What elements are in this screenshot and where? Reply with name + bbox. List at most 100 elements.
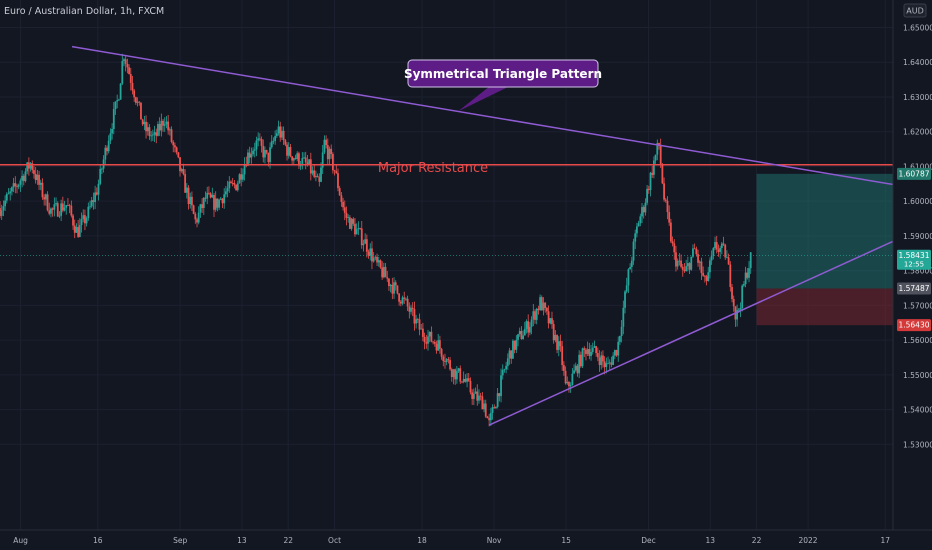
candle — [498, 392, 501, 402]
price-tick-label: 1.58000 — [903, 267, 932, 276]
candle-body — [593, 346, 596, 348]
candle — [97, 179, 100, 201]
candle — [72, 213, 74, 230]
drawing-lines[interactable] — [0, 45, 932, 426]
candle — [702, 266, 705, 277]
candle-body — [99, 168, 102, 184]
candle — [731, 284, 733, 303]
candle — [432, 341, 434, 345]
candle — [641, 202, 643, 224]
candle — [467, 373, 470, 382]
candle-body — [715, 242, 718, 250]
candle — [320, 162, 322, 183]
candle-body — [274, 136, 277, 141]
candle — [107, 135, 110, 154]
candle — [435, 340, 438, 354]
candle — [354, 218, 356, 237]
candle — [483, 399, 485, 413]
candle-body — [250, 154, 253, 158]
candle-body — [459, 368, 462, 382]
candle — [24, 168, 27, 183]
candle — [345, 206, 348, 226]
candle-body — [717, 249, 720, 252]
candle-body — [235, 184, 237, 191]
candle-body — [483, 403, 485, 410]
position-zones[interactable] — [756, 173, 917, 326]
candle — [602, 350, 604, 368]
candle-body — [573, 370, 575, 374]
candle — [707, 266, 710, 282]
candle — [211, 187, 214, 198]
candle-body — [542, 302, 545, 311]
candle-body — [191, 196, 193, 206]
candle — [612, 352, 615, 366]
symbol-title[interactable]: Euro / Australian Dollar, 1h, FXCM — [4, 6, 164, 17]
pattern-callout[interactable]: Symmetrical Triangle Pattern — [404, 59, 602, 112]
candle-body — [539, 297, 541, 310]
candle-body — [131, 82, 134, 91]
trendline-lower[interactable] — [488, 217, 932, 426]
candle — [364, 233, 367, 244]
price-tick-label: 1.54000 — [903, 406, 932, 415]
candle — [279, 121, 282, 142]
candle-body — [196, 219, 198, 223]
candle-body — [571, 373, 574, 385]
candle-body — [398, 293, 401, 302]
candle — [743, 281, 745, 288]
candle-body — [442, 356, 445, 362]
candle-body — [73, 225, 76, 233]
candle — [87, 202, 90, 221]
candle — [437, 333, 440, 351]
candle — [116, 94, 119, 109]
candle-body — [354, 223, 356, 235]
candle — [289, 143, 292, 158]
candle — [46, 191, 49, 212]
time-tick-label: 22 — [752, 536, 762, 545]
loss-zone[interactable] — [756, 288, 917, 326]
candle — [299, 160, 302, 171]
candle — [272, 137, 275, 145]
candle — [0, 204, 3, 220]
trendline-upper[interactable] — [71, 45, 932, 194]
candle — [126, 58, 129, 74]
candle-body — [136, 101, 139, 103]
candle-body — [525, 321, 528, 329]
currency-badge[interactable]: AUD — [903, 3, 927, 18]
candle — [4, 195, 6, 212]
candle — [41, 178, 44, 200]
candle-body — [505, 365, 508, 370]
candle — [714, 236, 716, 251]
candle-body — [308, 159, 311, 165]
candle — [663, 177, 665, 202]
profit-zone[interactable] — [756, 173, 917, 289]
candle — [73, 219, 76, 239]
candle — [639, 213, 642, 227]
candle — [724, 243, 727, 261]
time-tick-label: 18 — [417, 536, 427, 545]
candle-body — [231, 182, 234, 184]
candle-body — [508, 350, 511, 359]
candle — [384, 263, 387, 278]
candle-body — [175, 147, 178, 153]
candle — [129, 67, 132, 91]
candle-body — [55, 203, 57, 205]
candle — [48, 202, 51, 216]
candle — [196, 217, 198, 228]
price-axis[interactable]: 1.53000 1.54000 1.55000 1.56000 1.57000 1.580… — [892, 0, 932, 550]
candle-body — [646, 188, 648, 203]
candle-body — [0, 208, 1, 216]
candle — [396, 285, 399, 295]
candle-body — [399, 301, 402, 304]
candle — [321, 144, 324, 175]
candle — [262, 139, 265, 163]
time-axis[interactable]: Aug 16 Sep 13 22 Oct 18 Nov 15 Dec 13 22 2022 17 — [0, 529, 932, 550]
candle-body — [518, 331, 521, 335]
candle-body — [705, 276, 708, 281]
time-tick-label: Oct — [328, 536, 341, 545]
candle — [720, 241, 723, 255]
time-tick-label: Nov — [487, 536, 502, 545]
candle-body — [53, 204, 56, 210]
candle-body — [452, 369, 455, 378]
candle-body — [408, 306, 411, 312]
